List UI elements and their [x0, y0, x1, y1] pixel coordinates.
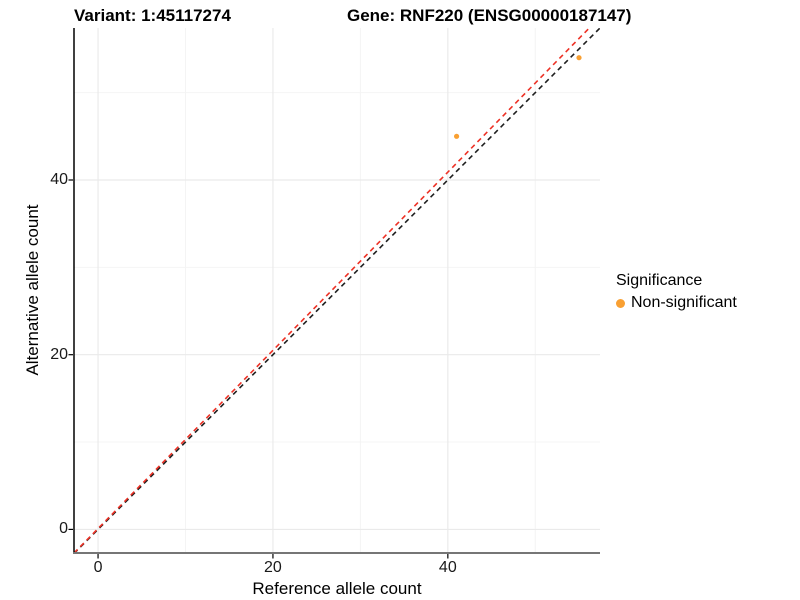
y-tick-label: 40	[50, 170, 68, 188]
y-axis-title: Alternative allele count	[23, 204, 42, 376]
non-significant-dot-icon	[616, 298, 625, 308]
chart-title-variant: Variant: 1:45117274	[74, 6, 231, 25]
legend-title: Significance	[616, 272, 703, 289]
fitted-line	[74, 28, 591, 553]
x-tick-label: 40	[438, 559, 457, 576]
y-tick-label: 20	[50, 345, 68, 363]
legend: Significance Non-significant	[616, 272, 737, 312]
data-point	[453, 133, 460, 139]
chart-title-gene: Gene: RNF220 (ENSG00000187147)	[347, 6, 632, 25]
data-point	[576, 55, 582, 61]
x-tick-label: 0	[93, 559, 103, 576]
legend-item: Non-significant	[616, 294, 737, 312]
legend-item-label: Non-significant	[631, 294, 737, 311]
y-tick-label: 0	[59, 520, 68, 538]
identity-line	[74, 28, 600, 553]
x-axis-title: Reference allele count	[252, 579, 422, 598]
x-tick-label: 20	[264, 559, 282, 576]
